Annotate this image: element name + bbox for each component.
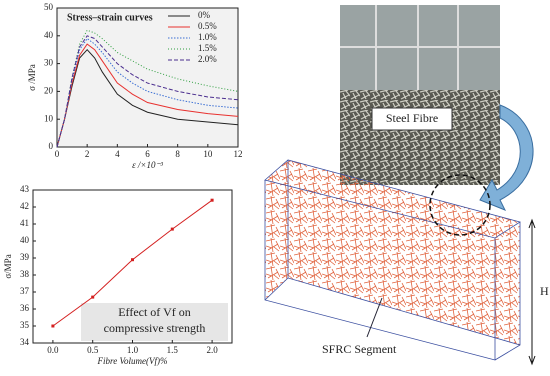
- x-tick-label: 1.5: [167, 345, 179, 355]
- chart-title: Stress–strain curves: [67, 12, 153, 23]
- annotation: Effect of Vf on: [118, 305, 191, 319]
- cube-gaps: [340, 5, 500, 90]
- x-tick-label: 0.0: [47, 345, 59, 355]
- series-line: [56, 43, 239, 148]
- x-tick-label: 0.5: [87, 345, 99, 355]
- series-line: [56, 48, 239, 148]
- zoom-circle: [429, 174, 491, 236]
- y-axis-label: σ/MPa: [3, 254, 13, 278]
- series-line: [56, 37, 239, 148]
- segment-label: SFRC Segment: [322, 342, 397, 356]
- x-tick-label: 6: [145, 149, 150, 159]
- arrow: [479, 104, 534, 211]
- y-tick-label: 50: [44, 2, 54, 12]
- annotation-box: [81, 303, 228, 341]
- x-tick-label: 0: [55, 149, 60, 159]
- annotation: compressive strength: [104, 321, 206, 335]
- arrow-heads: [528, 218, 536, 366]
- x-tick-label: 10: [203, 149, 213, 159]
- x-tick-label: 2: [85, 149, 90, 159]
- fibre-photo: [340, 90, 500, 185]
- legend-label: 2.0%: [198, 54, 217, 64]
- series-line: [56, 35, 239, 148]
- y-tick-label: 36: [20, 303, 30, 313]
- x-axis-label: ε /×10⁻³: [132, 160, 163, 170]
- marker: [131, 258, 134, 262]
- marker: [91, 295, 95, 299]
- series-line: [56, 29, 239, 148]
- y-tick-label: 35: [20, 320, 30, 330]
- x-tick-label: 8: [175, 149, 180, 159]
- x-tick-label: 4: [115, 149, 120, 159]
- y-tick-label: 10: [44, 113, 54, 123]
- y-tick-label: 37: [20, 286, 30, 296]
- y-tick-label: 41: [20, 218, 29, 228]
- y-tick-label: 0: [49, 141, 54, 151]
- y-axis-label: σ /MPa: [27, 64, 37, 91]
- y-tick-label: 39: [20, 252, 30, 262]
- legend-label: 1.0%: [198, 32, 217, 42]
- segment-outline: [264, 159, 521, 361]
- marker: [51, 324, 55, 328]
- fibres: [265, 160, 520, 345]
- y-tick-label: 40: [44, 30, 54, 40]
- legend-label: 0%: [198, 10, 211, 20]
- legend-label: 1.5%: [198, 43, 217, 53]
- x-tick-label: 1.0: [127, 345, 139, 355]
- marker: [170, 227, 174, 231]
- y-tick-label: 40: [20, 235, 30, 245]
- x-tick-label: 12: [234, 149, 243, 159]
- marker: [210, 198, 214, 202]
- label-box: [371, 107, 453, 131]
- height-label: H: [540, 284, 549, 298]
- x-tick-label: 2.0: [206, 345, 218, 355]
- legend-label: 0.5%: [198, 21, 217, 31]
- steel-fibre-label: Steel Fibre: [386, 111, 438, 125]
- y-tick-label: 30: [44, 58, 54, 68]
- y-tick-label: 42: [20, 201, 29, 211]
- y-tick-label: 43: [20, 184, 30, 194]
- pointer: [366, 297, 383, 338]
- y-tick-label: 34: [20, 337, 30, 347]
- y-tick-label: 38: [20, 269, 30, 279]
- y-tick-label: 20: [44, 85, 54, 95]
- x-axis-label: Fibre Volume(Vf)%: [97, 356, 168, 366]
